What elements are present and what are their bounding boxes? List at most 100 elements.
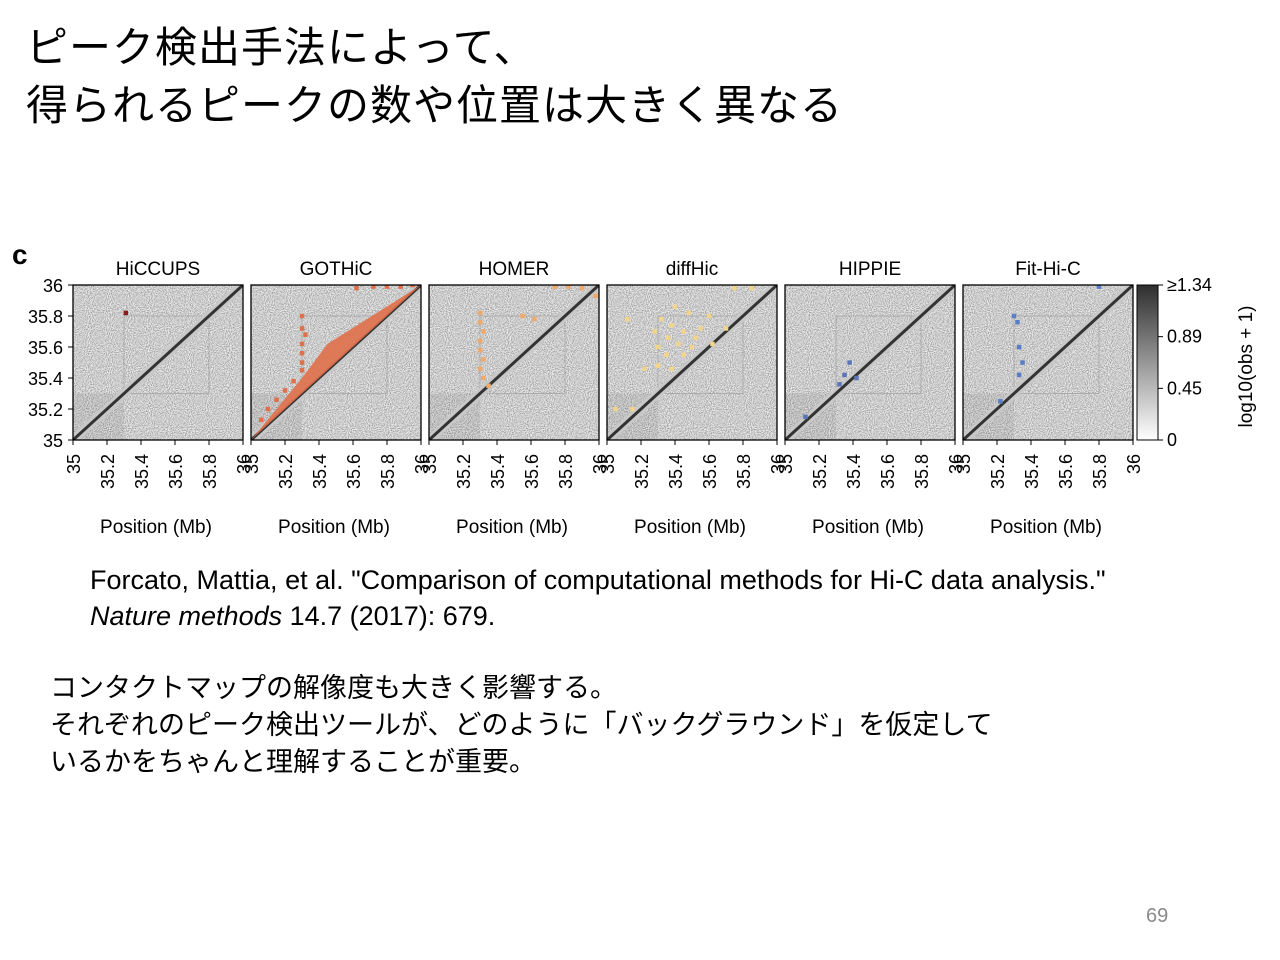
heatmap-noise xyxy=(963,285,1133,440)
peak-point xyxy=(690,345,695,350)
peak-point xyxy=(693,336,698,341)
peak-point xyxy=(385,284,390,289)
panel-frame xyxy=(607,285,777,440)
x-tick-label: 36 xyxy=(590,454,610,474)
x-axis-label: Position (Mb) xyxy=(990,517,1102,538)
x-tick-label: 35.2 xyxy=(632,454,652,489)
peak-point xyxy=(478,339,483,344)
x-tick-label: 35 xyxy=(954,454,974,474)
page-number: 69 xyxy=(1146,905,1168,928)
x-tick-label: 35.8 xyxy=(556,454,576,489)
peak-point xyxy=(613,407,618,412)
tad-domain xyxy=(480,316,565,394)
peak-point xyxy=(1015,320,1020,325)
peak-point xyxy=(669,323,674,328)
peak-point xyxy=(283,388,288,393)
peak-point xyxy=(478,367,483,372)
panel-frame xyxy=(429,285,599,440)
citation-journal: Nature methods xyxy=(90,601,282,631)
heatmap-noise xyxy=(251,285,421,440)
peak-point xyxy=(481,329,486,334)
x-tick-label: 35 xyxy=(776,454,796,474)
peak-point xyxy=(266,407,271,412)
heatmap-noise xyxy=(73,285,243,440)
x-tick-label: 35 xyxy=(64,454,84,474)
heatmap-panel: diffHic 35 35.2 35.4 35.6 35.8 36 Position (Mb) xyxy=(598,259,788,538)
x-tick-label: 35.4 xyxy=(844,454,864,489)
y-tick-label: 35.6 xyxy=(28,338,63,358)
peak-point xyxy=(854,376,859,381)
peak-point xyxy=(300,360,305,365)
peak-point xyxy=(724,326,729,331)
x-tick-label: 35.8 xyxy=(734,454,754,489)
peak-point xyxy=(625,317,630,322)
tad-domain xyxy=(73,394,124,441)
heatmap-panels: HiCCUPS 35 35.2 35.4 35.6 35.8 36 Position (Mb)… xyxy=(28,259,1144,538)
panel-frame xyxy=(73,285,243,440)
tad-domain xyxy=(785,394,836,441)
x-tick-label: 35.2 xyxy=(98,454,118,489)
diagonal xyxy=(73,285,243,440)
peak-band xyxy=(251,285,421,440)
x-tick-label: 35.2 xyxy=(454,454,474,489)
panel-title: HOMER xyxy=(479,259,550,280)
x-tick-label: 35.6 xyxy=(700,454,720,489)
tad-domain xyxy=(302,316,387,394)
peak-point xyxy=(837,382,842,387)
body-line-3: いるかをちゃんと理解することが重要。 xyxy=(50,744,1240,781)
peak-point xyxy=(686,311,691,316)
x-tick-label: 35.4 xyxy=(310,454,330,489)
citation-authors-title: Forcato, Mattia, et al. "Comparison of c… xyxy=(90,565,1106,595)
heatmap-background xyxy=(251,285,421,440)
x-axis-label: Position (Mb) xyxy=(456,517,568,538)
peak-point xyxy=(566,284,571,289)
colorbar-tick-label: ≥1.34 xyxy=(1167,275,1212,295)
peak-point xyxy=(732,286,737,291)
heatmap-background xyxy=(785,285,955,440)
peak-point xyxy=(998,399,1003,404)
heatmap-background xyxy=(73,285,243,440)
diagonal-halo xyxy=(251,285,421,440)
panel-letter: c xyxy=(12,239,28,270)
peak-point xyxy=(481,376,486,381)
peak-point xyxy=(707,314,712,319)
panel-frame xyxy=(785,285,955,440)
peak-point xyxy=(642,367,647,372)
tad-domain xyxy=(963,394,1014,441)
body-line-1: コンタクトマップの解像度も大きく影響する。 xyxy=(50,670,1240,707)
peak-point xyxy=(659,317,664,322)
x-tick-label: 35.6 xyxy=(1056,454,1076,489)
panel-title: HIPPIE xyxy=(839,259,901,280)
peak-point xyxy=(681,329,686,334)
body-line-2: それぞれのピーク検出ツールが、どのように「バックグラウンド」を仮定して xyxy=(50,707,1240,744)
peak-point xyxy=(669,367,674,372)
peak-point xyxy=(274,398,279,403)
peak-point xyxy=(553,284,558,289)
panel-title: diffHic xyxy=(666,259,718,280)
x-tick-label: 35.2 xyxy=(276,454,296,489)
peak-point xyxy=(303,332,308,337)
diagonal-halo xyxy=(785,285,955,440)
y-tick-label: 35.8 xyxy=(28,307,63,327)
colorbar-tick-label: 0 xyxy=(1167,430,1177,450)
heatmap-background xyxy=(963,285,1133,440)
x-tick-label: 35.4 xyxy=(132,454,152,489)
peak-point xyxy=(652,329,657,334)
x-tick-label: 35.4 xyxy=(666,454,686,489)
x-tick-label: 35 xyxy=(242,454,262,474)
x-tick-label: 35 xyxy=(420,454,440,474)
peak-point xyxy=(664,353,669,358)
x-axis-label: Position (Mb) xyxy=(100,517,212,538)
body-text: コンタクトマップの解像度も大きく影響する。 それぞれのピーク検出ツールが、どのよ… xyxy=(50,670,1240,781)
peak-point xyxy=(300,342,305,347)
peak-point xyxy=(580,286,585,291)
x-tick-label: 35.2 xyxy=(988,454,1008,489)
tad-domain xyxy=(429,394,480,441)
y-tick-label: 35.2 xyxy=(28,400,63,420)
x-tick-label: 36 xyxy=(1124,454,1144,474)
peak-point xyxy=(398,284,403,289)
heatmap-panel: HIPPIE 35 35.2 35.4 35.6 35.8 36 Position (Mb) xyxy=(776,259,966,538)
peak-point xyxy=(656,363,661,368)
peak-point xyxy=(300,351,305,356)
heatmap-noise xyxy=(785,285,955,440)
